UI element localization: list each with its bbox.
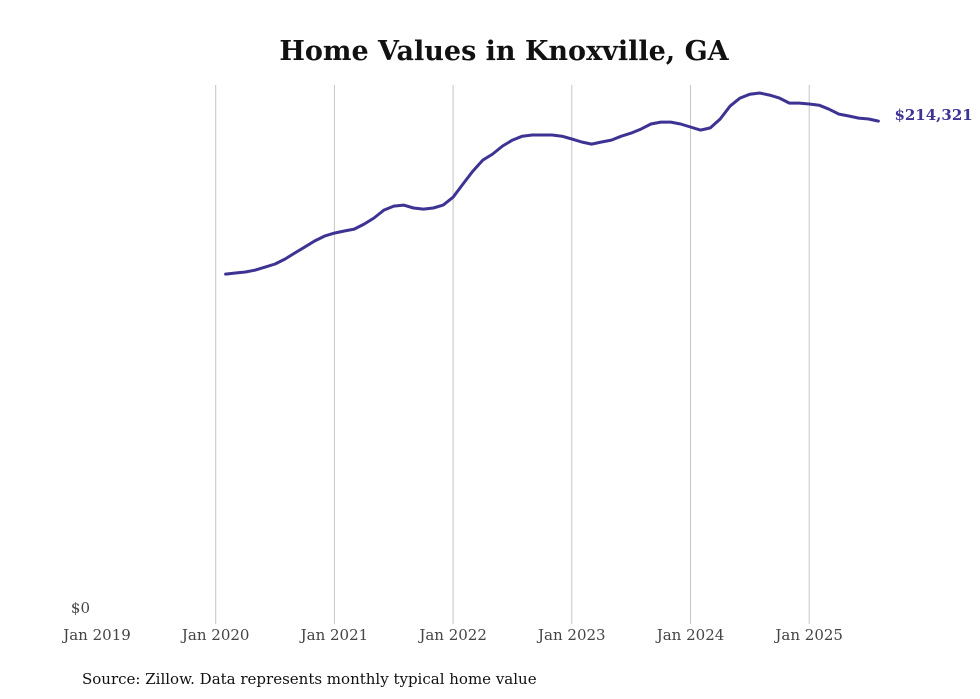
x-tick-label: Jan 2020 [180,626,250,644]
end-value-label: $214,321 [894,106,972,124]
x-tick-label: Jan 2019 [61,626,131,644]
x-tick-label: Jan 2022 [417,626,487,644]
series-line [224,91,880,276]
chart-title: Home Values in Knoxville, GA [279,36,729,67]
x-tick-label: Jan 2023 [536,626,606,644]
x-tick-label: Jan 2021 [299,626,369,644]
source-note: Source: Zillow. Data represents monthly … [82,670,537,688]
y-tick-label: $0 [71,599,90,617]
x-tick-label: Jan 2025 [773,626,843,644]
x-tick-label: Jan 2024 [655,626,725,644]
